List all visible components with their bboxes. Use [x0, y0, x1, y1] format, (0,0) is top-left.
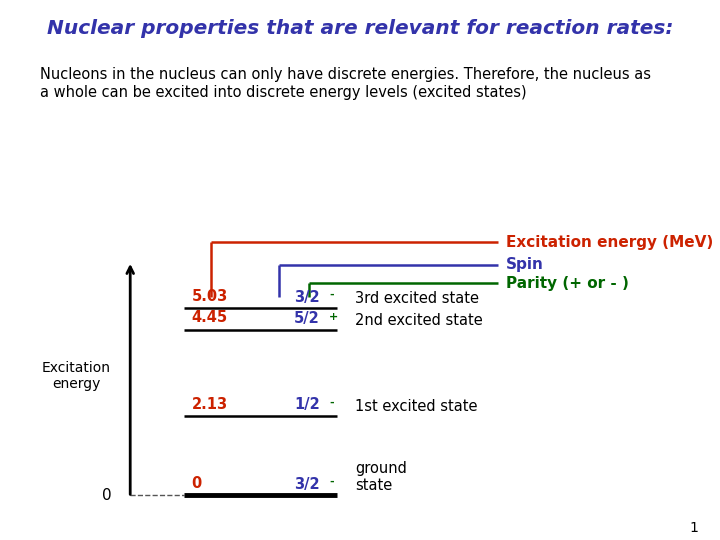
Text: 5/2: 5/2 — [294, 311, 320, 326]
Text: Excitation
energy: Excitation energy — [42, 361, 111, 392]
Text: 0: 0 — [192, 476, 202, 491]
Text: 3/2: 3/2 — [294, 289, 320, 305]
Text: 1: 1 — [690, 521, 698, 535]
Text: -: - — [329, 398, 334, 408]
Text: 3rd excited state: 3rd excited state — [356, 292, 480, 306]
Text: +: + — [329, 312, 338, 322]
Text: 1/2: 1/2 — [294, 397, 320, 413]
Text: 5.03: 5.03 — [192, 289, 228, 304]
Text: 2nd excited state: 2nd excited state — [356, 313, 483, 328]
Text: Parity (+ or - ): Parity (+ or - ) — [505, 276, 629, 291]
Text: Spin: Spin — [505, 257, 544, 272]
Text: ground
state: ground state — [356, 461, 408, 494]
Text: Nuclear properties that are relevant for reaction rates:: Nuclear properties that are relevant for… — [47, 19, 673, 38]
Text: Excitation energy (MeV): Excitation energy (MeV) — [505, 235, 713, 250]
Text: 0: 0 — [102, 488, 112, 503]
Text: 1st excited state: 1st excited state — [356, 399, 478, 414]
Text: 2.13: 2.13 — [192, 397, 228, 411]
Text: 3/2: 3/2 — [294, 477, 320, 491]
Text: Nucleons in the nucleus can only have discrete energies. Therefore, the nucleus : Nucleons in the nucleus can only have di… — [40, 68, 651, 100]
Text: -: - — [329, 477, 334, 487]
Text: 4.45: 4.45 — [192, 310, 228, 326]
Text: -: - — [329, 290, 334, 300]
